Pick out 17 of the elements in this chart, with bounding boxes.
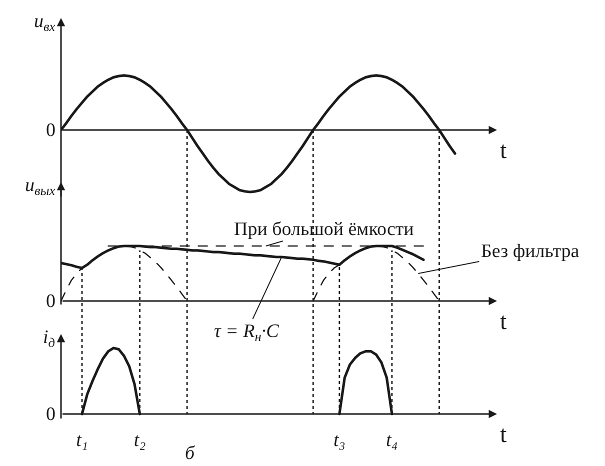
- text: 0: [46, 120, 56, 141]
- y-axis-title: u$_{вых}$: [25, 175, 56, 198]
- x-axis-title: t: [500, 138, 507, 164]
- x-tick-label: t₃: [333, 430, 346, 451]
- x-tick-label: t₂: [134, 430, 146, 451]
- x-tick-label: t₄: [386, 430, 398, 451]
- x-axis-title: t: [500, 422, 507, 448]
- text: τ = R$_{н}$·C: [214, 321, 280, 344]
- text: 0: [46, 291, 56, 312]
- x-axis-title: t: [500, 309, 507, 335]
- y-axis-title: i$_{д}$: [43, 327, 56, 350]
- x-tick-label: t₁: [76, 430, 88, 451]
- series-label: При большой ёмкости: [234, 219, 414, 240]
- text: 0: [46, 404, 56, 425]
- y-axis-title: u$_{вх}$: [34, 11, 56, 34]
- text: Без фильтра: [481, 241, 580, 262]
- text: б: [185, 443, 196, 464]
